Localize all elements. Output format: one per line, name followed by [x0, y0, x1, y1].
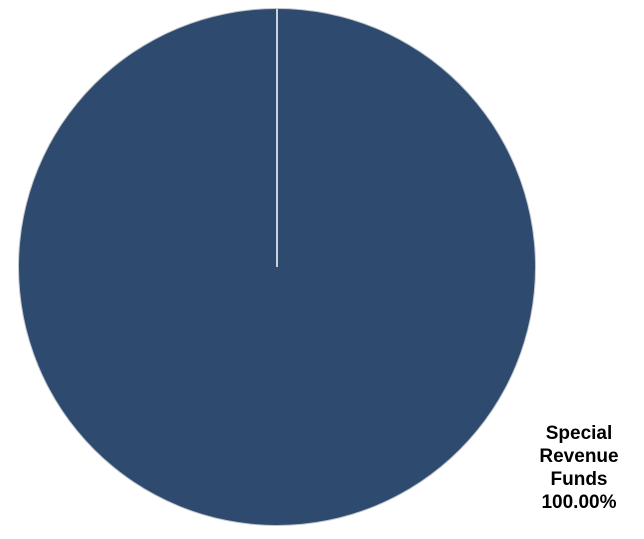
slice-label-percent: 100.00%: [541, 492, 617, 513]
slice-label-line-1: Special: [545, 423, 613, 444]
slice-label-line-2: Revenue: [539, 446, 619, 467]
slice-data-label: Special Revenue Funds 100.00%: [520, 422, 638, 514]
slice-label-line-3: Funds: [550, 469, 608, 490]
